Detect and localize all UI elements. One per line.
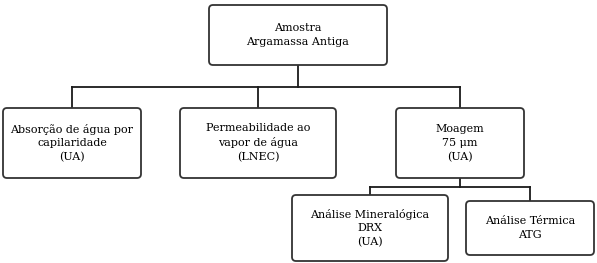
FancyBboxPatch shape <box>396 108 524 178</box>
FancyBboxPatch shape <box>3 108 141 178</box>
Text: Análise Mineralógica
DRX
(UA): Análise Mineralógica DRX (UA) <box>310 209 430 247</box>
Text: Análise Térmica
ATG: Análise Térmica ATG <box>485 216 575 240</box>
FancyBboxPatch shape <box>292 195 448 261</box>
Text: Moagem
75 μm
(UA): Moagem 75 μm (UA) <box>436 124 484 162</box>
FancyBboxPatch shape <box>180 108 336 178</box>
Text: Amostra
Argamassa Antiga: Amostra Argamassa Antiga <box>247 23 349 47</box>
Text: Absorção de água por
capilaridade
(UA): Absorção de água por capilaridade (UA) <box>11 124 134 162</box>
Text: Permeabilidade ao
vapor de água
(LNEC): Permeabilidade ao vapor de água (LNEC) <box>206 123 310 163</box>
FancyBboxPatch shape <box>209 5 387 65</box>
FancyBboxPatch shape <box>466 201 594 255</box>
